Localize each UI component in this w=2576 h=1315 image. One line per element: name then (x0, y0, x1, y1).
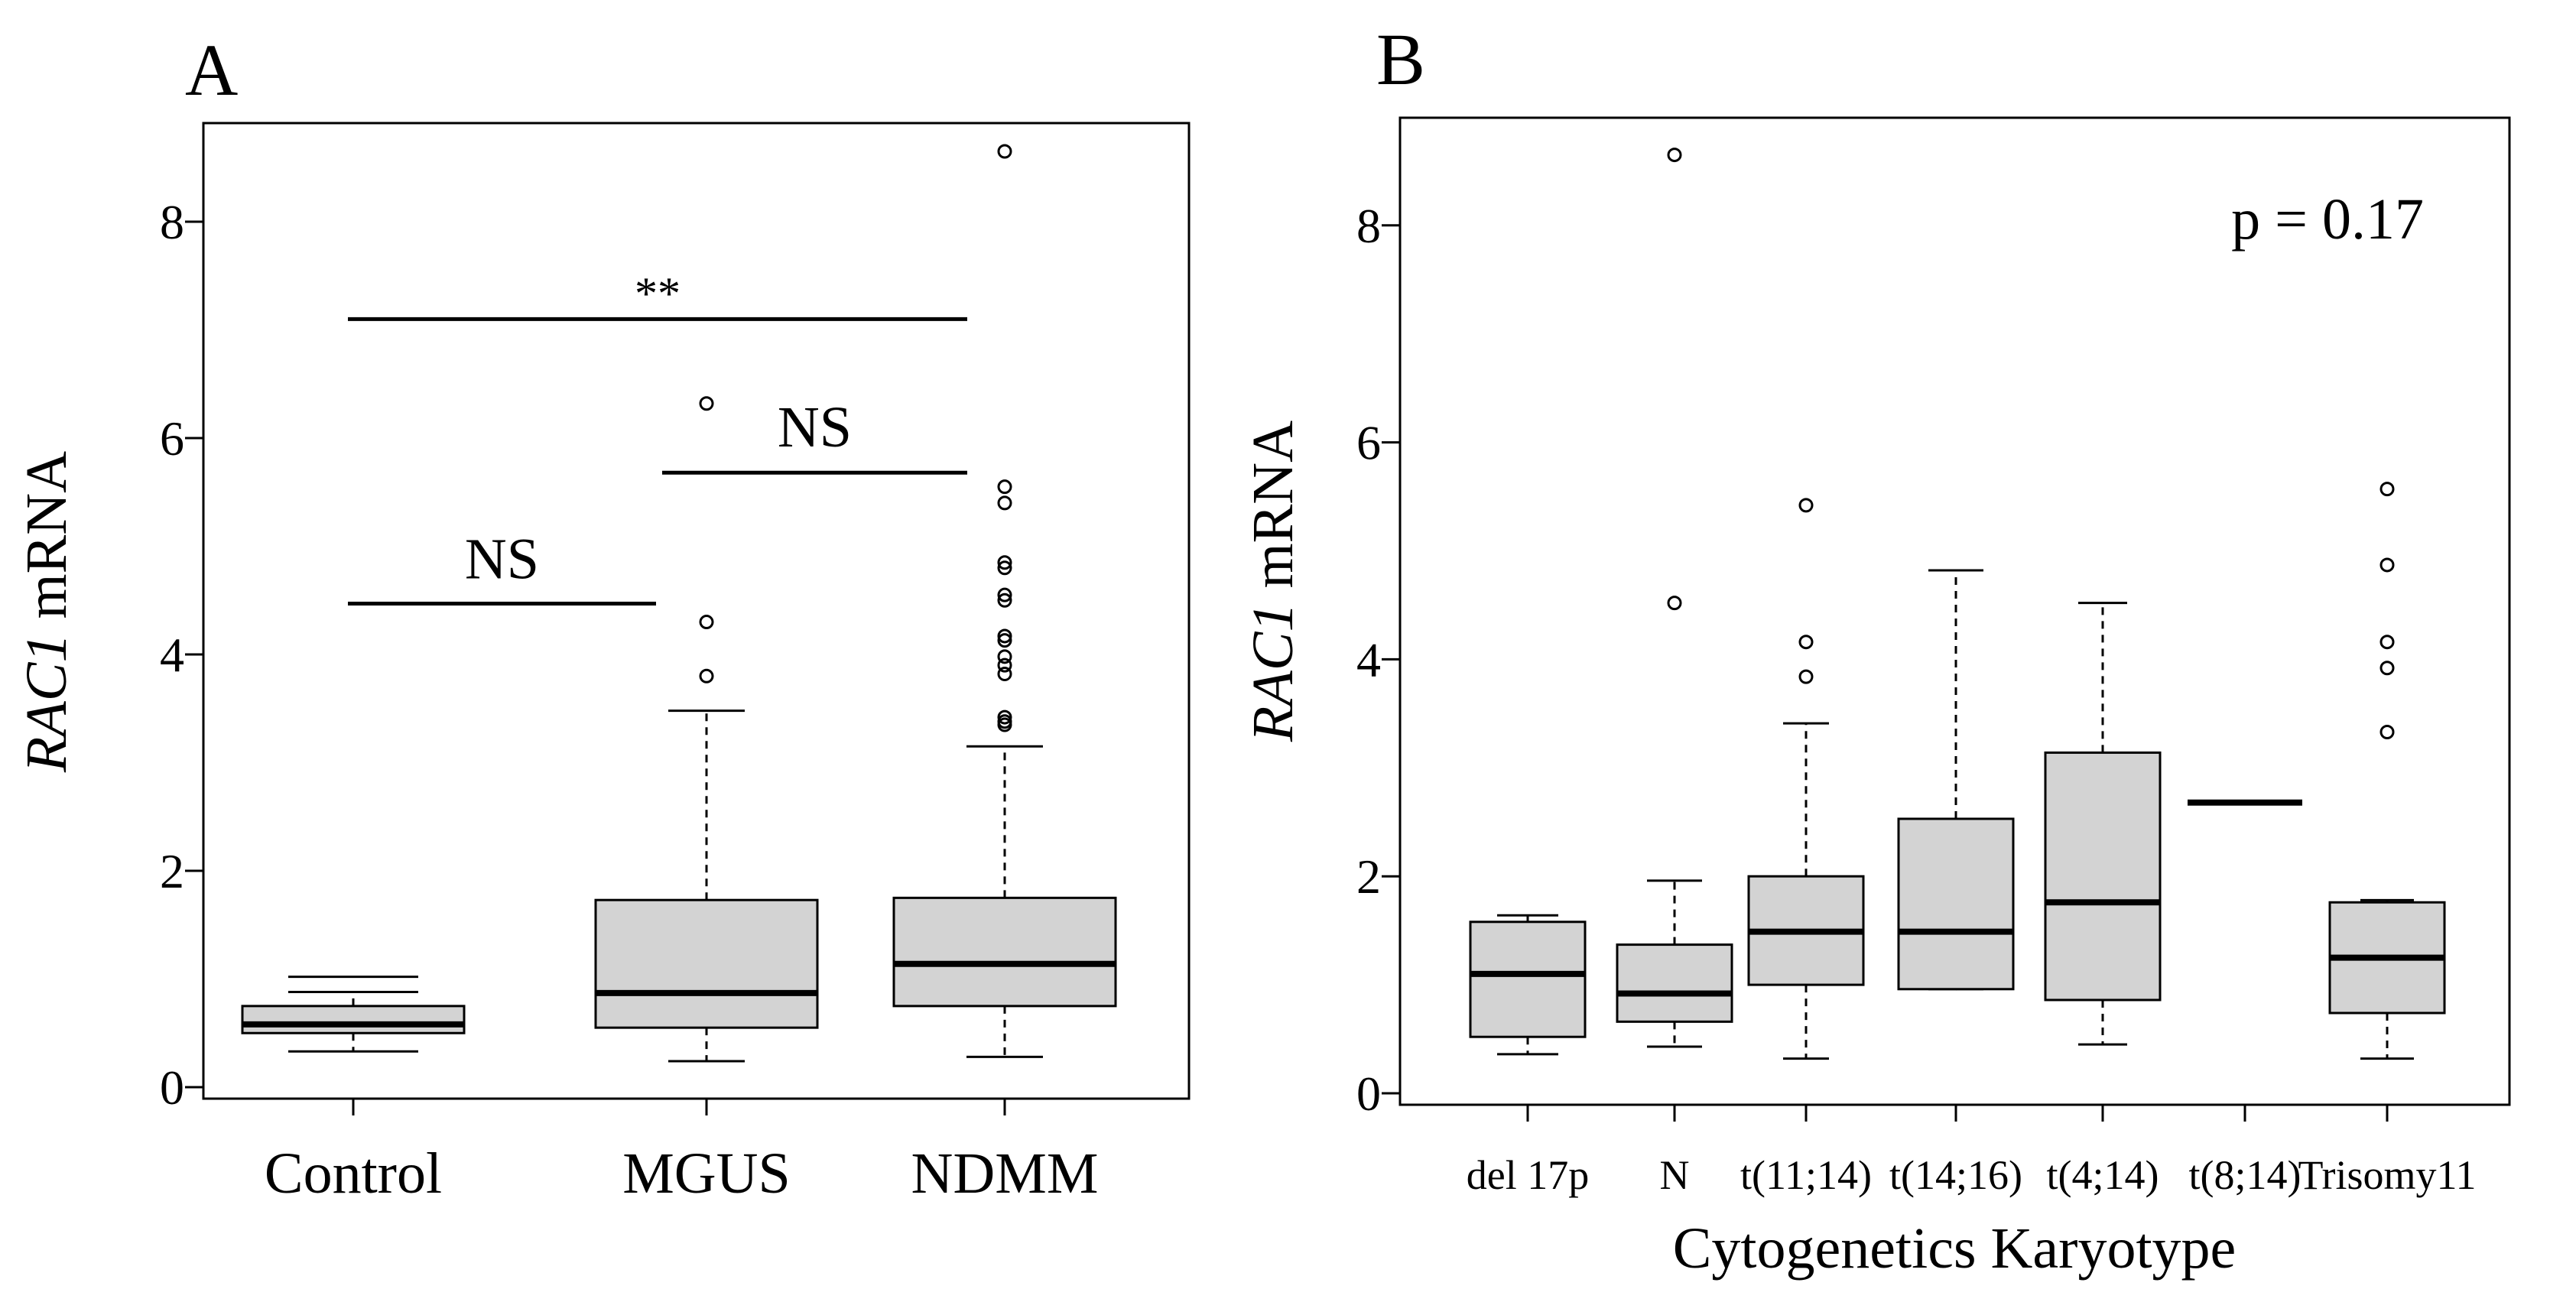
panel-b-x-tick-label: t(14;16) (1889, 1152, 2022, 1198)
panel-a-outlier-point (699, 615, 714, 630)
panel-b-y-tick-label: 0 (1356, 1067, 1381, 1121)
panel-a-outlier-point (997, 144, 1012, 159)
panel-a-box-iqr (241, 1005, 466, 1034)
panel-b-x-axis-title: Cytogenetics Karyotype (1673, 1216, 2237, 1281)
panel-a-outlier-point (997, 587, 1012, 602)
panel-a-outlier-point (699, 396, 714, 411)
panel-a-y-tick-label: 2 (160, 844, 184, 898)
panel-b-box-iqr (1469, 920, 1587, 1038)
panel-a-y-ticks: 0 2 4 6 8 (160, 195, 203, 1115)
panel-a-box-iqr (892, 896, 1117, 1008)
panel-a-outlier-point (997, 714, 1012, 729)
panel-b-outlier-point (1798, 635, 1814, 650)
panel-a-box-iqr (594, 898, 819, 1029)
panel-b-box-iqr (2044, 751, 2162, 1002)
panel-b-box-group (2328, 482, 2446, 1060)
panel-b-outlier-point (1667, 596, 1682, 611)
panel-b-outlier-point (1667, 148, 1682, 163)
panel-a-outlier-point (699, 668, 714, 683)
panel-b-box-group (2044, 602, 2162, 1046)
panel-a-y-tick-label: 0 (160, 1060, 184, 1115)
panel-b-outlier-point (2379, 482, 2395, 497)
panel-a-boxes (241, 144, 1117, 1063)
panel-b-y-tick-label: 8 (1356, 199, 1381, 253)
panel-a-outlier-point (997, 628, 1012, 644)
panel-a-significance-label: NS (778, 395, 852, 459)
panel-a-annotations: ** NS NS (348, 268, 967, 606)
panel-b-box-iqr (1897, 817, 2015, 991)
panel-b-y-axis-title-suffix: mRNA (1241, 420, 1305, 603)
panel-a-outlier-point (997, 593, 1012, 608)
panel-b-y-tick-label: 4 (1356, 632, 1381, 687)
panel-a-outlier-point (997, 555, 1012, 570)
panel-b-box-iqr (1616, 943, 1733, 1023)
panel-a-y-axis-title: RAC1 mRNA (15, 451, 79, 773)
panel-a-box-group (892, 144, 1117, 1058)
panel-b-y-tick-label: 2 (1356, 849, 1381, 904)
panel-a-box-group (241, 976, 466, 1053)
panel-b-y-tick-label: 6 (1356, 416, 1381, 470)
panel-b-p-value: p = 0.17 (2231, 187, 2424, 252)
panel-b-outlier-point (2379, 635, 2395, 650)
panel-a-y-tick-label: 4 (160, 628, 184, 682)
panel-b-outlier-point (2379, 661, 2395, 676)
panel-a-outlier-point (997, 633, 1012, 648)
panel-b-x-tick-label: t(11;14) (1740, 1152, 1872, 1198)
panel-b-x-tick-label: del 17p (1467, 1152, 1589, 1198)
panel-a-y-tick-label: 6 (160, 411, 184, 466)
panel-a-outlier-point (997, 560, 1012, 576)
panel-b-y-axis-title-gene: RAC1 (1241, 603, 1305, 743)
panel-a-x-tick-label: Control (265, 1141, 442, 1206)
panel-b-outlier-point (1798, 498, 1814, 513)
panel-a-outlier-point (997, 666, 1012, 681)
panel-b-box-group (1897, 569, 2015, 991)
panel-a-y-axis-title-suffix: mRNA (15, 451, 79, 634)
panel-b-y-axis-title: RAC1 mRNA (1241, 420, 1305, 742)
panel-a-letter: A (185, 29, 238, 111)
panel-a-box-group (594, 396, 819, 1063)
panel-a-outlier-point (997, 658, 1012, 673)
panel-a-y-tick-label: 8 (160, 195, 184, 249)
panel-a-significance-label: NS (465, 528, 539, 592)
panel-a-outlier-point (997, 709, 1012, 725)
panel-a: A 0 2 4 6 8 RAC1 mRNA ** NS NS Control MGUS NDMM (15, 29, 1191, 1206)
panel-a-y-axis-title-gene: RAC1 (15, 634, 79, 774)
panel-b-x-tick-label: Trisomy11 (2298, 1152, 2476, 1198)
panel-a-outlier-point (997, 479, 1012, 495)
panel-b-x-tick-label: t(8;14) (2189, 1152, 2302, 1198)
panel-a-outlier-point (997, 495, 1012, 511)
panel-a-x-tick-label: NDMM (911, 1141, 1099, 1206)
panel-a-x-ticks: Control MGUS NDMM (265, 1097, 1099, 1206)
panel-b-outlier-point (1798, 669, 1814, 684)
panel-b-outlier-point (2379, 724, 2395, 739)
panel-a-significance-label: ** (635, 268, 681, 319)
panel-b-x-tick-label: t(4;14) (2047, 1152, 2159, 1198)
panel-a-outlier-point (997, 649, 1012, 664)
panel-b-boxes (1469, 148, 2446, 1060)
panel-b-letter: B (1376, 18, 1425, 100)
panel-b-box-group (1469, 914, 1587, 1056)
panel-b-box-group (1616, 148, 1733, 1048)
panel-b-box-group (1747, 498, 1865, 1060)
panel-a-x-tick-label: MGUS (622, 1141, 791, 1206)
panel-b-y-ticks: 0 2 4 6 8 (1356, 199, 1400, 1121)
panel-b-outlier-point (2379, 557, 2395, 573)
panel-b-x-tick-label: N (1660, 1152, 1690, 1198)
